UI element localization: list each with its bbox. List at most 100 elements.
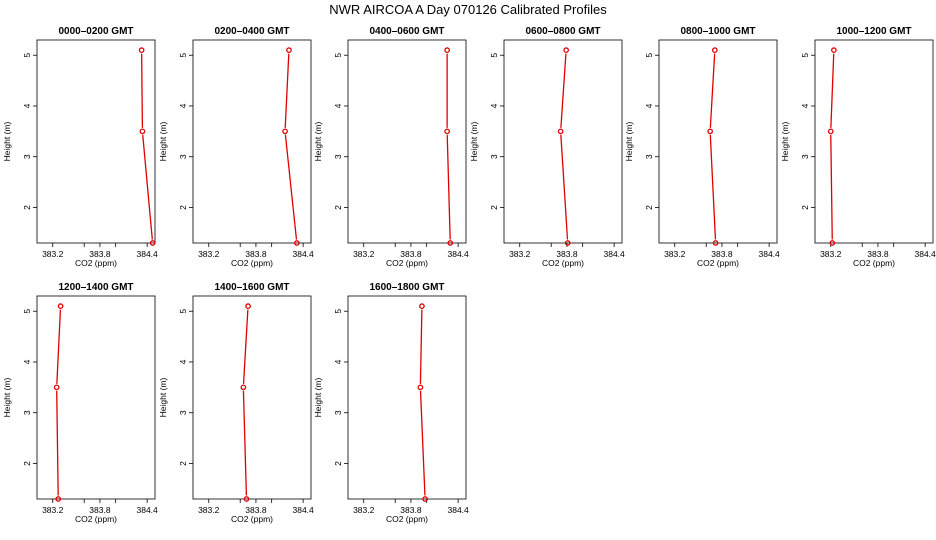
data-point	[53, 384, 60, 391]
panel-9: 1600–1800 GMT 383.2 383.8 384.4 2 3 4 5 CO2 (ppm…	[313, 282, 469, 524]
x-tick-label: 384.4	[447, 249, 469, 259]
y-tick-label: 2	[644, 205, 654, 210]
y-axis-label: Height (m)	[313, 122, 323, 162]
data-point	[139, 128, 146, 135]
y-tick-label: 2	[22, 205, 32, 210]
x-tick-label: 383.2	[42, 249, 64, 259]
data-point	[55, 496, 62, 502]
y-tick-label: 4	[333, 359, 343, 364]
y-tick-label: 2	[800, 205, 810, 210]
x-tick-label: 383.8	[89, 505, 111, 515]
x-tick-label: 383.8	[867, 249, 889, 259]
x-tick-label: 383.2	[198, 505, 220, 515]
data-point	[712, 47, 718, 54]
y-axis-label: Height (m)	[624, 122, 634, 162]
x-tick-label: 384.4	[758, 249, 780, 259]
figure-title: NWR AIRCOA A Day 070126 Calibrated Profi…	[329, 2, 607, 17]
y-tick-label: 2	[333, 205, 343, 210]
x-tick-label: 383.8	[89, 249, 111, 259]
series-line-segment	[284, 53, 290, 128]
y-tick-label: 2	[178, 205, 188, 210]
y-axis-label: Height (m)	[158, 378, 168, 418]
x-tick-label: 383.2	[198, 249, 220, 259]
panel-title: 1400–1600 GMT	[214, 282, 289, 293]
x-axis-label: CO2 (ppm)	[386, 258, 428, 268]
data-point	[57, 303, 64, 309]
y-tick-label: 4	[178, 103, 188, 108]
data-point	[417, 384, 424, 391]
panels-group: 0000–0200 GMT 383.2 383.8 384.4 2 3 4 5 CO2 (ppm…	[2, 26, 936, 524]
y-tick-label: 2	[489, 205, 499, 210]
data-point	[243, 496, 250, 502]
y-tick-label: 4	[22, 359, 32, 364]
series-line-segment	[419, 390, 426, 496]
data-point	[282, 128, 288, 135]
series-line-segment	[142, 134, 153, 240]
series-line-segment	[284, 134, 298, 240]
panel-title: 0600–0800 GMT	[525, 26, 600, 37]
panel-4: 0600–0800 GMT 383.2 383.8 384.4 2 3 4 5 CO2 (ppm…	[469, 26, 625, 268]
y-tick-label: 4	[800, 103, 810, 108]
x-tick-label: 383.2	[664, 249, 686, 259]
panel-title: 1000–1200 GMT	[836, 26, 911, 37]
series-line-segment	[560, 53, 567, 128]
panel-title: 1600–1800 GMT	[369, 282, 444, 293]
panel-title: 1200–1400 GMT	[58, 282, 133, 293]
data-point	[138, 47, 145, 54]
data-point	[564, 240, 571, 246]
x-axis-label: CO2 (ppm)	[853, 258, 895, 268]
x-axis-label: CO2 (ppm)	[697, 258, 739, 268]
data-point	[286, 47, 292, 54]
series-line-segment	[709, 53, 716, 128]
y-tick-label: 5	[22, 309, 32, 314]
y-tick-label: 5	[644, 53, 654, 58]
data-point	[293, 240, 300, 246]
x-tick-label: 384.4	[603, 249, 625, 259]
data-point	[557, 128, 564, 135]
panel-title: 0400–0600 GMT	[369, 26, 444, 37]
y-axis-label: Height (m)	[313, 378, 323, 418]
y-axis-label: Height (m)	[469, 122, 479, 162]
panel-title: 0800–1000 GMT	[680, 26, 755, 37]
y-tick-label: 5	[333, 309, 343, 314]
y-tick-label: 3	[333, 410, 343, 415]
data-point	[831, 47, 837, 54]
x-tick-label: 384.4	[136, 249, 158, 259]
plot-frame	[658, 39, 778, 244]
y-tick-label: 4	[489, 103, 499, 108]
y-axis-label: Height (m)	[780, 122, 790, 162]
panel-title: 0000–0200 GMT	[58, 26, 133, 37]
x-tick-label: 383.8	[400, 249, 422, 259]
y-tick-label: 5	[178, 53, 188, 58]
data-point	[444, 128, 450, 135]
series-line-segment	[446, 134, 451, 240]
x-tick-label: 384.4	[292, 249, 314, 259]
series-line-segment	[560, 134, 569, 240]
x-tick-label: 383.8	[400, 505, 422, 515]
x-tick-label: 383.2	[42, 505, 64, 515]
series-line-segment	[242, 309, 249, 384]
y-tick-label: 3	[489, 154, 499, 159]
x-axis-label: CO2 (ppm)	[75, 514, 117, 524]
x-axis-label: CO2 (ppm)	[542, 258, 584, 268]
x-tick-label: 384.4	[136, 505, 158, 515]
data-point	[563, 47, 569, 54]
y-tick-label: 3	[22, 410, 32, 415]
x-tick-label: 383.2	[820, 249, 842, 259]
y-tick-label: 2	[22, 461, 32, 466]
panel-5: 0800–1000 GMT 383.2 383.8 384.4 2 3 4 5 CO2 (ppm…	[624, 26, 780, 268]
x-tick-label: 383.8	[556, 249, 578, 259]
y-axis-label: Height (m)	[2, 122, 12, 162]
panel-2: 0200–0400 GMT 383.2 383.8 384.4 2 3 4 5 CO2 (ppm…	[158, 26, 314, 268]
panel-7: 1200–1400 GMT 383.2 383.8 384.4 2 3 4 5 CO2 (ppm…	[2, 282, 158, 524]
data-point	[245, 303, 251, 309]
y-tick-label: 2	[333, 461, 343, 466]
y-tick-label: 4	[644, 103, 654, 108]
data-point	[829, 240, 836, 246]
plot-frame	[503, 39, 623, 244]
plot-frame	[192, 39, 312, 244]
data-point	[419, 303, 425, 309]
x-axis-label: CO2 (ppm)	[386, 514, 428, 524]
y-tick-label: 5	[333, 53, 343, 58]
